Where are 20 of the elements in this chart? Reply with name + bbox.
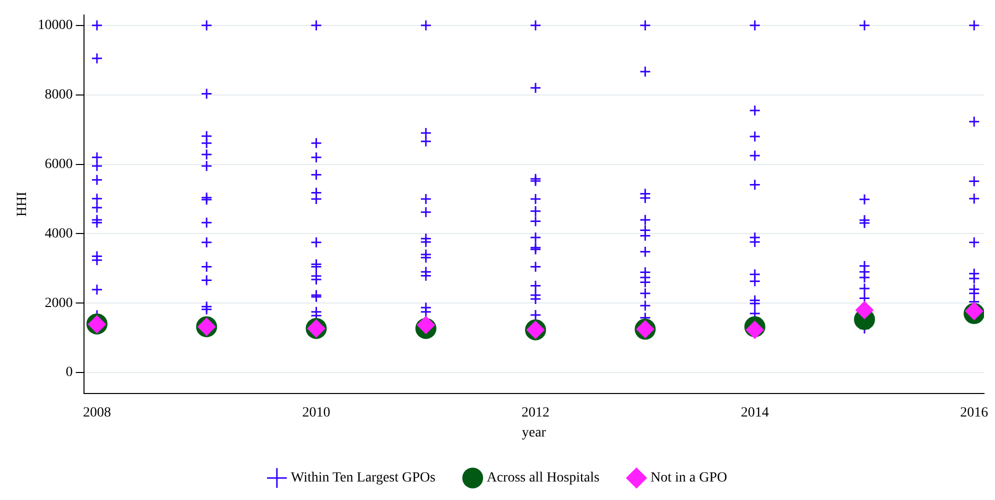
y-axis-title: HHI [15,191,30,217]
x-tick-label: 2010 [302,405,330,420]
legend-label: Not in a GPO [650,470,728,486]
legend-label: Across all Hospitals [486,470,600,486]
y-tick-label: 0 [66,365,73,380]
point [416,316,435,334]
x-tick-label: 2016 [960,405,988,420]
y-tick-label: 8000 [44,88,73,103]
x-tick-label: 2014 [740,405,769,420]
y-tick-label: 2000 [44,296,73,311]
x-tick-label: 2008 [82,405,111,420]
x-axis-title: year [522,425,546,440]
x-tick-label: 2012 [522,405,550,420]
point [746,320,764,339]
y-tick-label: 6000 [44,156,73,172]
point [965,302,984,320]
y-tick-label: 10000 [38,18,73,34]
y-tick-label: 4000 [44,226,73,242]
legend-label: Within Ten Largest GPOs [290,470,436,486]
point [855,301,874,320]
